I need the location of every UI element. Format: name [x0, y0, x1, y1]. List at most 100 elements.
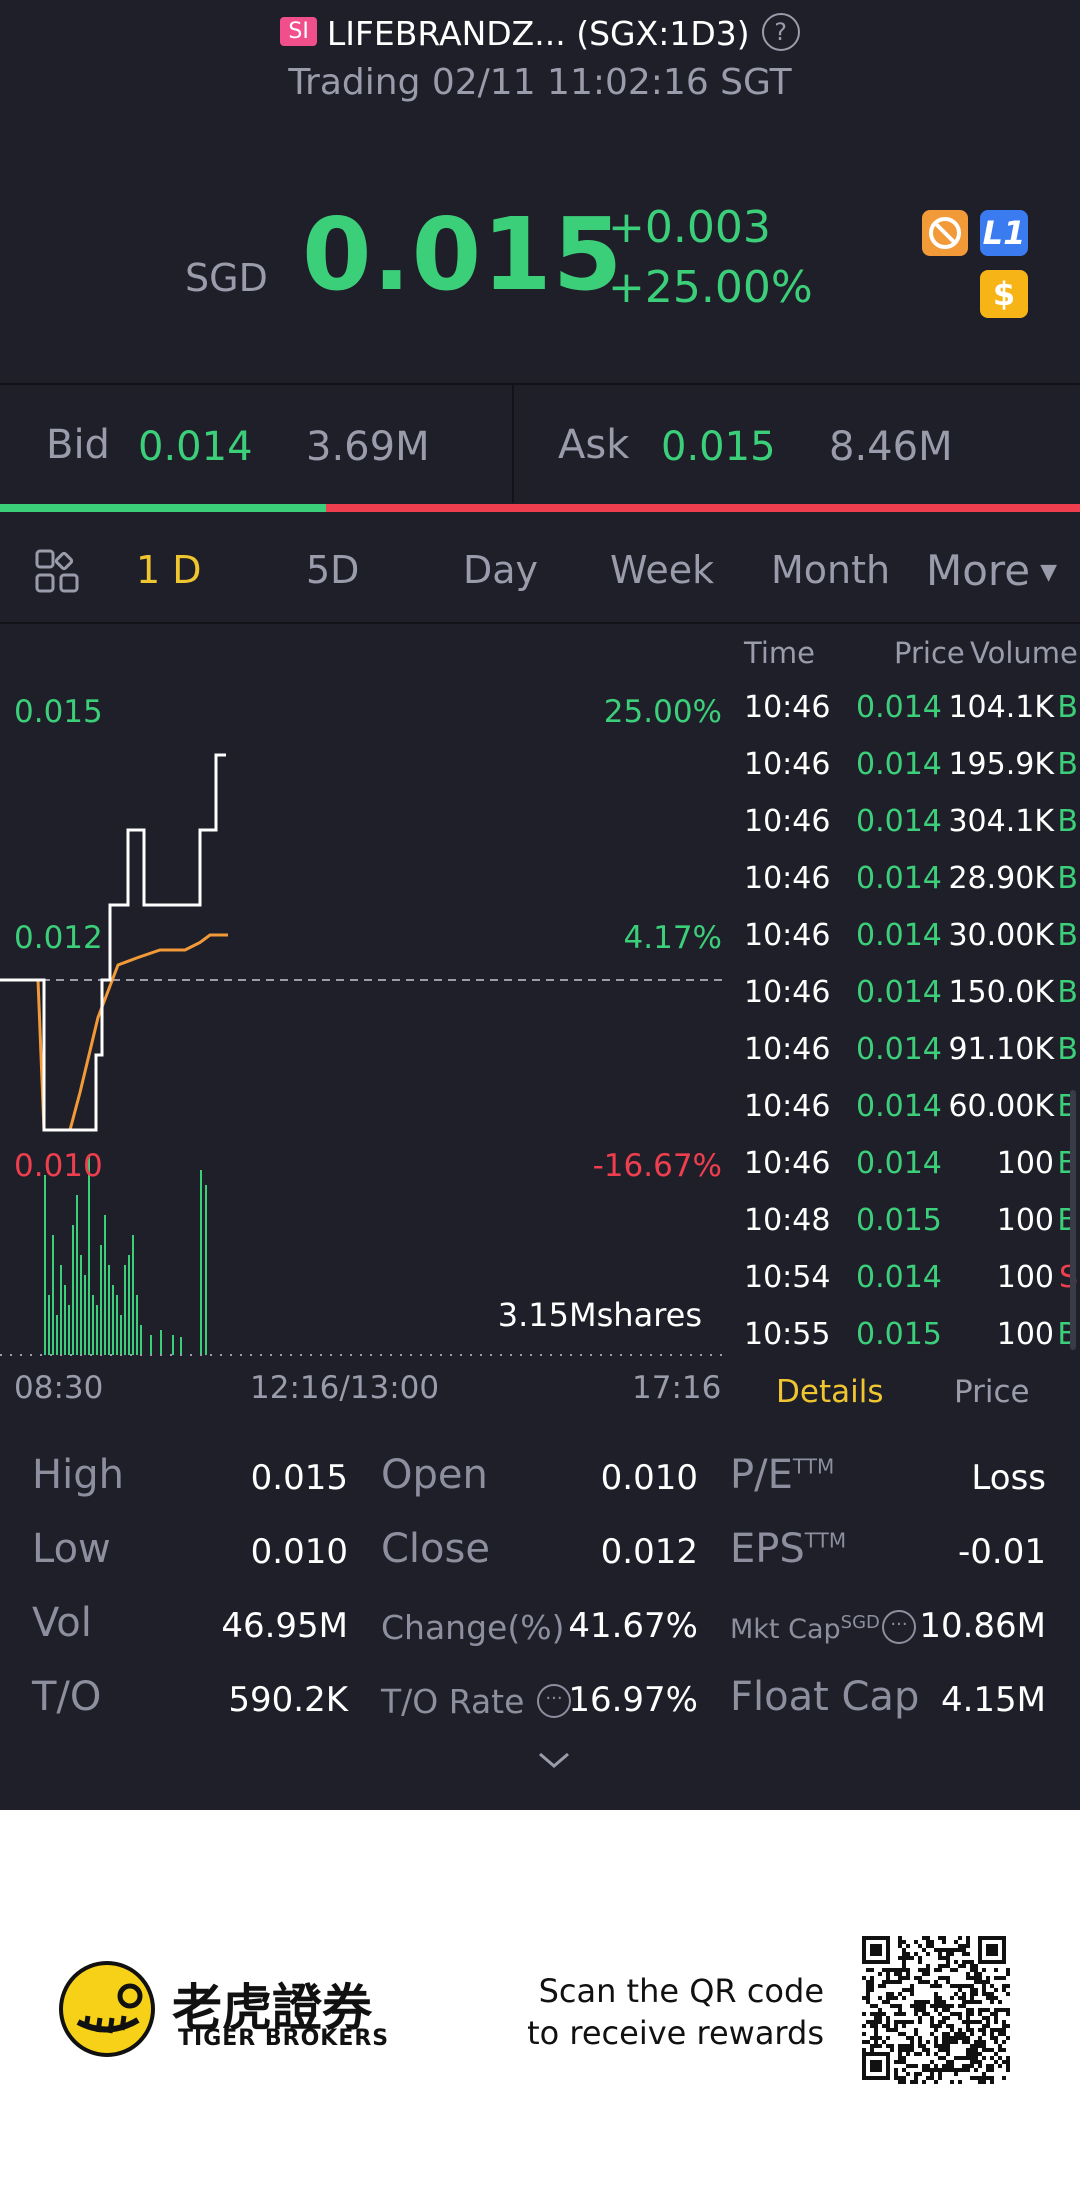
tab-price[interactable]: Price: [954, 1374, 1030, 1410]
stock-title[interactable]: SI LIFEBRANDZ... (SGX:1D3)?: [0, 12, 1080, 55]
level1-icon[interactable]: L1: [980, 210, 1028, 256]
open-value: 0.010: [600, 1458, 698, 1498]
trade-row: 10:46 0.014 195.9K B: [744, 747, 1080, 795]
qr-code: [862, 1936, 1010, 2084]
bid-size: 3.69M: [306, 424, 430, 470]
trade-time: 10:46: [744, 1089, 831, 1124]
scrollbar[interactable]: [1070, 1090, 1076, 1350]
changepct-value: 41.67%: [568, 1606, 698, 1646]
chart-price-low: 0.010: [14, 1148, 103, 1184]
chart-pct-mid: 4.17%: [623, 920, 722, 956]
trade-volume: 150.0K: [948, 975, 1054, 1010]
high-value: 0.015: [250, 1458, 348, 1498]
trade-price: 0.014: [856, 861, 942, 896]
chart-pct-low: -16.67%: [592, 1148, 722, 1184]
trade-price: 0.014: [856, 1146, 942, 1181]
trade-side: B: [1057, 918, 1078, 953]
bid-ask-ratio-bar: [0, 504, 1080, 512]
trade-side: B: [1057, 690, 1078, 725]
caret-down-icon: ▼: [1040, 560, 1058, 585]
time-start: 08:30: [14, 1370, 104, 1406]
scan-text-line1: Scan the QR code: [538, 1972, 824, 2010]
trading-status: Trading 02/11 11:02:16 SGT: [288, 62, 792, 103]
volume-bar: [112, 1285, 114, 1355]
market-badge: SI: [280, 17, 317, 46]
volume-bar: [104, 1215, 106, 1355]
bid-ratio-fill: [0, 504, 327, 512]
no-shorting-icon[interactable]: [922, 210, 968, 256]
trade-time: 10:46: [744, 1032, 831, 1067]
torate-value: 16.97%: [568, 1680, 698, 1720]
pe-value: Loss: [971, 1458, 1046, 1498]
trade-price: 0.014: [856, 975, 942, 1010]
price-change-pct: +25.00%: [608, 262, 813, 313]
trade-side: B: [1057, 747, 1078, 782]
trade-side: B: [1057, 975, 1078, 1010]
expand-chevron-icon[interactable]: [536, 1748, 572, 1776]
eps-label: EPSTTM: [730, 1526, 846, 1572]
volume-bar: [52, 1235, 54, 1355]
trade-row: 10:55 0.015 100 B: [744, 1317, 1080, 1365]
trade-volume: 100: [996, 1203, 1054, 1238]
volume-bar: [100, 1245, 102, 1355]
divider: [0, 383, 1080, 385]
tab-5d[interactable]: 5D: [306, 548, 360, 592]
volume-bar: [48, 1295, 50, 1355]
volume-bar: [92, 1295, 94, 1355]
divider: [0, 622, 1080, 624]
last-price: 0.015: [302, 196, 624, 313]
layout-grid-icon[interactable]: [34, 548, 80, 594]
time-end: 17:16: [632, 1370, 722, 1406]
tab-week[interactable]: Week: [610, 548, 715, 592]
dollar-icon[interactable]: $: [980, 270, 1028, 318]
more-info-icon[interactable]: ···: [537, 1684, 571, 1718]
trade-price: 0.014: [856, 1260, 942, 1295]
tab-day[interactable]: Day: [463, 548, 539, 592]
volume-bar: [108, 1265, 110, 1355]
ask-price: 0.015: [661, 424, 776, 470]
scan-text-line2: to receive rewards: [527, 2014, 824, 2052]
volume-bar: [136, 1295, 138, 1355]
trade-volume: 104.1K: [948, 690, 1054, 725]
intraday-chart[interactable]: [0, 660, 730, 1360]
trade-row: 10:46 0.014 150.0K B: [744, 975, 1080, 1023]
high-label: High: [32, 1452, 124, 1498]
volume-bar: [56, 1315, 58, 1355]
floatcap-value: 4.15M: [940, 1680, 1046, 1720]
volume-bar: [116, 1295, 118, 1355]
tab-month[interactable]: Month: [771, 548, 891, 592]
brand-name-cn: 老虎證券: [172, 1979, 372, 2037]
tab-1d[interactable]: 1 D: [136, 548, 202, 592]
more-info-icon[interactable]: ···: [882, 1610, 916, 1644]
tab-more[interactable]: More ▼: [926, 546, 1057, 595]
stock-name: LIFEBRANDZ... (SGX:1D3): [326, 14, 750, 53]
trade-side: B: [1057, 1032, 1078, 1067]
mktcap-label: Mkt CapSGD: [730, 1612, 880, 1645]
open-label: Open: [381, 1452, 488, 1498]
volume-bar: [172, 1335, 174, 1355]
trade-row: 10:46 0.014 91.10K B: [744, 1032, 1080, 1080]
trade-time: 10:46: [744, 975, 831, 1010]
tab-more-label: More: [926, 546, 1031, 595]
eps-label-sup: TTM: [804, 1528, 847, 1553]
trade-time: 10:46: [744, 804, 831, 839]
pe-label-sup: TTM: [792, 1454, 835, 1479]
trade-time: 10:55: [744, 1317, 831, 1352]
divider: [512, 385, 514, 503]
volume-bar: [88, 1155, 90, 1355]
chart-price-high: 0.015: [14, 694, 103, 730]
vol-label: Vol: [32, 1600, 92, 1646]
trade-time: 10:46: [744, 690, 831, 725]
price-change: +0.003: [608, 202, 771, 253]
to-value: 590.2K: [228, 1680, 348, 1720]
close-value: 0.012: [600, 1532, 698, 1572]
tiger-logo-icon: [58, 1960, 156, 2058]
trade-price: 0.015: [856, 1317, 942, 1352]
mktcap-label-text: Mkt Cap: [730, 1614, 841, 1645]
volume-bar: [124, 1265, 126, 1355]
trade-price: 0.014: [856, 747, 942, 782]
trade-price: 0.014: [856, 804, 942, 839]
trade-time: 10:46: [744, 861, 831, 896]
tab-details[interactable]: Details: [776, 1374, 884, 1410]
help-icon[interactable]: ?: [761, 12, 800, 51]
